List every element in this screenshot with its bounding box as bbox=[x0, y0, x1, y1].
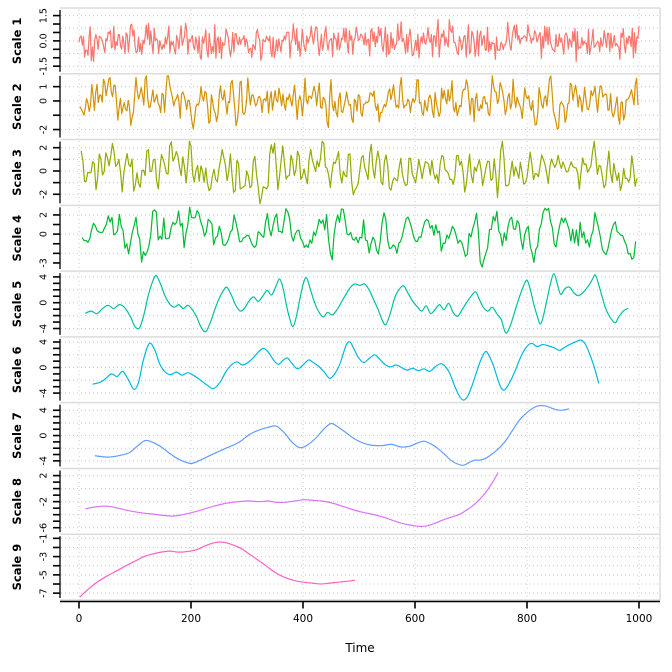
grid bbox=[61, 272, 659, 336]
panel-label: Scale 3 bbox=[10, 149, 24, 196]
x-tick-label: 800 bbox=[517, 613, 537, 625]
y-tick-label: -3 bbox=[39, 258, 50, 267]
panel-scale-3: 2 0 -2 Scale 3 bbox=[10, 138, 660, 205]
y-tick-label: 0 bbox=[39, 300, 50, 306]
grid bbox=[61, 9, 659, 73]
y-tick-label: -4 bbox=[39, 388, 50, 397]
y-tick-label: -5 bbox=[39, 570, 50, 579]
panel-label: Scale 7 bbox=[10, 412, 24, 459]
y-tick-label: 2 bbox=[39, 212, 50, 218]
x-tick-label: 0 bbox=[76, 613, 83, 625]
y-tick-label: -2 bbox=[39, 125, 50, 134]
panel-scale-2: 1 0 -2 Scale 2 bbox=[10, 73, 660, 139]
y-tick-label: -2 bbox=[39, 497, 50, 506]
y-axis bbox=[53, 470, 61, 533]
x-axis-title: Time bbox=[345, 641, 375, 655]
y-tick-label: -3 bbox=[39, 552, 50, 561]
panel-label: Scale 4 bbox=[10, 215, 24, 262]
grid bbox=[61, 338, 659, 402]
panel-scale-5: 4 0 -4 Scale 5 bbox=[10, 270, 660, 336]
series-line bbox=[79, 75, 639, 130]
y-tick-label: 0 bbox=[39, 98, 50, 104]
y-axis bbox=[53, 141, 61, 204]
series-line bbox=[94, 404, 569, 466]
y-axis bbox=[53, 207, 61, 270]
y-axis bbox=[53, 404, 61, 467]
series-line bbox=[85, 273, 629, 334]
y-tick-label: 4 bbox=[39, 274, 50, 280]
panel-label: Scale 9 bbox=[10, 544, 24, 591]
panel-label: Scale 5 bbox=[10, 281, 24, 328]
y-tick-label: 4 bbox=[39, 407, 50, 413]
y-tick-label: 1.5 bbox=[39, 8, 50, 23]
x-tick-label: 400 bbox=[293, 613, 313, 625]
series-line bbox=[78, 19, 640, 63]
x-tick-label: 600 bbox=[405, 613, 425, 625]
panel-scale-1: 1.5 0.0 -1.5 Scale 1 bbox=[10, 7, 660, 76]
y-tick-label: 2 bbox=[39, 145, 50, 151]
x-tick-label: 200 bbox=[181, 613, 201, 625]
series-line bbox=[92, 339, 600, 401]
y-tick-label: -7 bbox=[39, 588, 50, 597]
panel-label: Scale 8 bbox=[10, 478, 24, 525]
y-tick-label: 0 bbox=[39, 433, 50, 439]
y-axis bbox=[53, 338, 61, 401]
y-tick-label: -4 bbox=[39, 324, 50, 333]
y-tick-label: -4 bbox=[39, 456, 50, 465]
y-axis bbox=[53, 273, 61, 335]
series-line bbox=[81, 206, 637, 268]
panel-label: Scale 2 bbox=[10, 83, 24, 130]
panel-scale-4: 2 0 -3 Scale 4 bbox=[10, 204, 660, 270]
y-tick-label: 4 bbox=[39, 339, 50, 345]
y-axis bbox=[53, 536, 61, 598]
y-tick-label: 1 bbox=[39, 84, 50, 90]
grid bbox=[61, 404, 659, 467]
series-line bbox=[85, 472, 499, 528]
y-tick-label: 0.0 bbox=[39, 33, 50, 48]
y-tick-label: 0 bbox=[39, 231, 50, 237]
grid bbox=[61, 206, 659, 270]
y-tick-label: -6 bbox=[39, 523, 50, 532]
panel-scale-7: 4 0 -4 Scale 7 bbox=[10, 401, 660, 467]
grid bbox=[61, 535, 659, 599]
panel-label: Scale 6 bbox=[10, 346, 24, 393]
grid bbox=[61, 141, 659, 204]
x-axis: 0 200 400 600 800 1000 bbox=[60, 600, 660, 625]
grid bbox=[61, 75, 659, 139]
y-axis bbox=[53, 75, 61, 138]
panel-label: Scale 1 bbox=[10, 18, 24, 65]
y-tick-label: -1.5 bbox=[39, 57, 50, 76]
series-line bbox=[80, 140, 638, 205]
y-tick-label: 0 bbox=[39, 365, 50, 371]
y-tick-label: 0 bbox=[39, 168, 50, 174]
y-tick-label: 2 bbox=[39, 473, 50, 479]
grid bbox=[61, 469, 659, 533]
panel-scale-8: 2 -2 -6 Scale 8 bbox=[10, 467, 660, 533]
y-tick-label: -2 bbox=[39, 190, 50, 199]
y-axis bbox=[53, 10, 61, 72]
x-tick-label: 1000 bbox=[626, 613, 653, 625]
panel-scale-6: 4 0 -4 Scale 6 bbox=[10, 336, 660, 402]
series-line bbox=[79, 541, 356, 598]
y-tick-label: -1 bbox=[39, 534, 50, 543]
panel-scale-9: -1 -3 -5 -7 Scale 9 bbox=[10, 533, 660, 601]
